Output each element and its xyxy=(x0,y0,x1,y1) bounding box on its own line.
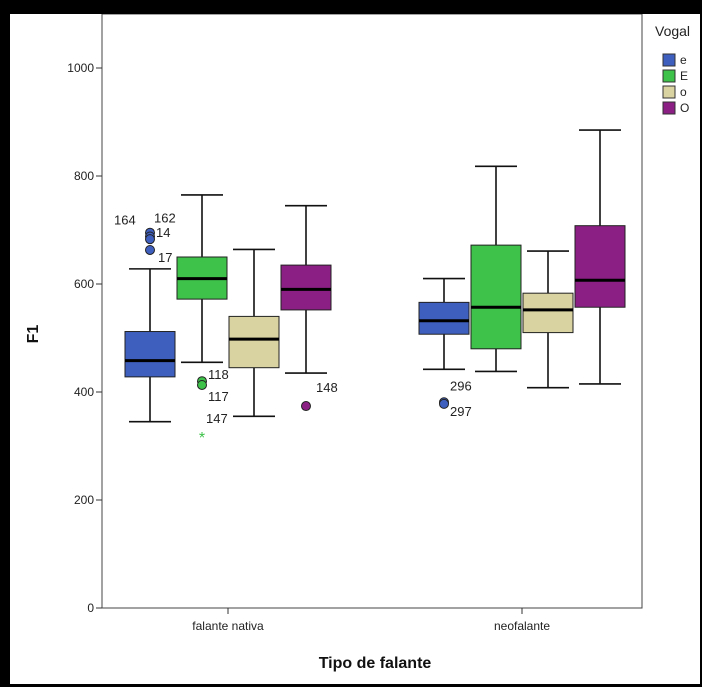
outlier-label: 14 xyxy=(156,225,170,240)
box-body xyxy=(522,292,574,334)
outlier-label: 164 xyxy=(114,213,136,228)
legend-label: e xyxy=(680,53,687,67)
x-tick-label: falante nativa xyxy=(192,619,264,633)
outlier-point xyxy=(301,401,311,412)
box-O-neofalante xyxy=(574,129,626,385)
x-axis-title: Tipo de falante xyxy=(319,655,432,672)
y-tick-label: 200 xyxy=(74,493,94,507)
box-body xyxy=(418,301,470,335)
legend-label: E xyxy=(680,69,688,83)
box-body xyxy=(280,264,332,311)
axes: 0 200 400 600 800 1000 falante nativa neofalant… xyxy=(67,14,643,633)
outlier-point xyxy=(439,398,449,409)
legend-swatch xyxy=(662,53,676,67)
box-O-falante-nativa xyxy=(280,204,332,374)
legend-label: o xyxy=(680,85,687,99)
box-e-falante-nativa xyxy=(124,268,176,423)
y-tick-label: 400 xyxy=(74,385,94,399)
box-body xyxy=(228,315,280,369)
y-tick-label: 0 xyxy=(87,601,94,615)
legend-label: O xyxy=(680,101,689,115)
box-o-neofalante xyxy=(522,250,574,389)
outlier-label: 148 xyxy=(316,380,338,395)
outlier-label: 162 xyxy=(154,210,176,225)
outlier-point xyxy=(145,244,155,255)
chart-panel: 0 200 400 600 800 1000 falante nativa neofalant… xyxy=(10,14,700,684)
outlier-label: 17 xyxy=(158,250,172,265)
box-body xyxy=(470,244,522,350)
outlier-label: 118 xyxy=(208,367,229,382)
legend-swatch xyxy=(662,101,676,115)
legend-swatch xyxy=(662,85,676,99)
box-body xyxy=(124,331,176,378)
outlier-label: 147 xyxy=(206,411,228,426)
outlier-star: * xyxy=(199,430,205,447)
box-o-falante-nativa xyxy=(228,248,280,418)
legend-swatch xyxy=(662,69,676,83)
outlier-label: 297 xyxy=(450,404,472,419)
boxplot-chart: 0 200 400 600 800 1000 falante nativa neofalant… xyxy=(25,14,690,672)
y-tick-label: 1000 xyxy=(67,61,94,75)
y-tick-label: 600 xyxy=(74,277,94,291)
box-E-falante-nativa xyxy=(176,194,228,364)
box-body xyxy=(574,225,626,308)
box-E-neofalante xyxy=(470,165,522,373)
box-e-neofalante xyxy=(418,277,470,371)
x-tick-label: neofalante xyxy=(494,619,550,633)
outlier-label: 296 xyxy=(450,378,472,393)
outlier-point xyxy=(145,234,155,245)
outlier-label: 117 xyxy=(208,389,229,404)
outlier-point xyxy=(197,379,207,390)
plot-frame xyxy=(101,14,643,609)
y-tick-label: 800 xyxy=(74,169,94,183)
legend-title: Vogal xyxy=(655,23,690,39)
y-axis-title: F1 xyxy=(25,325,42,344)
